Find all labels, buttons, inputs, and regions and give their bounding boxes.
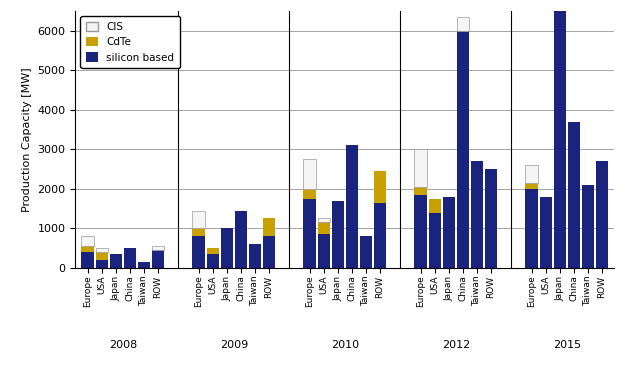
Bar xyxy=(206,248,219,254)
Bar xyxy=(428,212,441,268)
Bar xyxy=(540,197,552,268)
Bar xyxy=(263,218,275,236)
Bar xyxy=(456,31,469,268)
Bar xyxy=(263,236,275,268)
Text: 2010: 2010 xyxy=(331,340,359,350)
Bar xyxy=(485,169,497,268)
Bar xyxy=(152,246,164,250)
Bar xyxy=(414,187,427,195)
Bar xyxy=(110,254,122,268)
Bar xyxy=(345,145,358,268)
Text: 2015: 2015 xyxy=(553,340,581,350)
Bar xyxy=(303,199,316,268)
Bar xyxy=(192,236,205,268)
Bar xyxy=(206,254,219,268)
Bar xyxy=(414,195,427,268)
Bar xyxy=(303,189,316,199)
Bar xyxy=(596,161,608,268)
Bar xyxy=(568,122,580,268)
Bar xyxy=(525,189,538,268)
Bar xyxy=(525,183,538,189)
Bar xyxy=(317,218,330,222)
Bar xyxy=(471,161,483,268)
Bar xyxy=(456,17,469,31)
Y-axis label: Production Capacity [MW]: Production Capacity [MW] xyxy=(22,67,32,212)
Bar xyxy=(303,159,316,189)
Bar xyxy=(221,228,233,268)
Legend: CIS, CdTe, silicon based: CIS, CdTe, silicon based xyxy=(80,16,180,68)
Bar xyxy=(95,260,108,268)
Bar xyxy=(374,203,386,268)
Bar xyxy=(428,199,441,212)
Text: 2012: 2012 xyxy=(442,340,470,350)
Bar xyxy=(414,150,427,187)
Bar xyxy=(360,236,372,268)
Bar xyxy=(138,262,150,268)
Bar xyxy=(82,236,94,246)
Bar xyxy=(443,197,455,268)
Bar xyxy=(249,244,261,268)
Bar xyxy=(95,248,108,252)
Bar xyxy=(152,250,164,268)
Bar xyxy=(317,234,330,268)
Text: 2008: 2008 xyxy=(108,340,137,350)
Bar xyxy=(554,11,566,268)
Bar xyxy=(525,165,538,183)
Bar xyxy=(332,201,344,268)
Bar xyxy=(82,252,94,268)
Bar xyxy=(95,252,108,260)
Bar xyxy=(582,185,594,268)
Bar xyxy=(124,248,136,268)
Bar xyxy=(192,211,205,228)
Bar xyxy=(82,246,94,252)
Bar xyxy=(317,222,330,234)
Bar xyxy=(374,171,386,203)
Text: 2009: 2009 xyxy=(219,340,248,350)
Bar xyxy=(234,211,247,268)
Bar xyxy=(192,228,205,236)
